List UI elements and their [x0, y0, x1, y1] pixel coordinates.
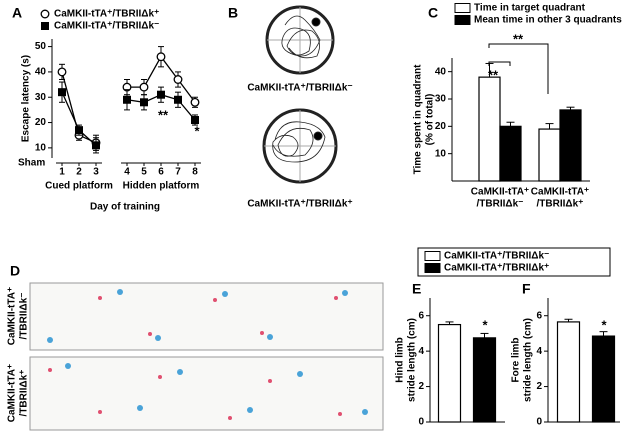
legend-label: Time in target quadrant: [474, 3, 586, 14]
footprint-label: CaMKII-tTA⁺: [7, 287, 18, 345]
y-tick-label: 30: [435, 94, 447, 105]
annotation: **: [513, 31, 524, 46]
marker: [58, 88, 66, 97]
annotation: *: [601, 317, 607, 332]
marker: [157, 90, 165, 99]
y-tick-label: 40: [435, 66, 447, 77]
legend-label: CaMKII-tTA⁺/TBRIIΔk⁺: [54, 9, 159, 20]
bar: [591, 335, 616, 423]
x-tick-label: CaMKII-tTA⁺: [471, 187, 529, 198]
panel-letter: D: [10, 263, 20, 279]
annotation: **: [488, 67, 499, 82]
bar: [499, 125, 522, 182]
marker: [174, 95, 182, 104]
y-axis-label: stride length (cm): [407, 318, 418, 402]
y-axis-label: (% of total): [425, 94, 436, 146]
maze-label: CaMKII-tTA⁺/TBRIIΔk⁻: [247, 83, 352, 94]
legend-label: Mean time in other 3 quadrants: [474, 15, 622, 26]
significance-bracket: [488, 43, 549, 94]
y-axis-label: Time spent in quadrant: [413, 64, 424, 174]
marker: [139, 82, 149, 92]
x-tick-label: /TBRIIΔk⁻: [477, 199, 524, 210]
x-tick-label: 5: [141, 167, 147, 178]
annotation: **: [158, 107, 169, 122]
x-axis-label: Day of training: [90, 202, 160, 213]
y-tick-label: 0: [536, 417, 542, 428]
y-tick-label: 6: [536, 310, 542, 321]
legend-marker: [40, 9, 50, 19]
panel-letter: A: [12, 5, 22, 21]
annotation: Sham: [18, 158, 45, 169]
y-tick-label: 10: [435, 148, 447, 159]
legend-swatch: [424, 251, 441, 261]
annotation: *: [194, 123, 200, 138]
legend-marker: [41, 22, 49, 30]
y-tick-label: 2: [536, 381, 542, 392]
maze-label: CaMKII-tTA⁺/TBRIIΔk⁺: [247, 199, 352, 210]
legend-box: [417, 247, 611, 277]
y-axis-label: Fore limb: [511, 337, 522, 382]
y-tick-label: 30: [35, 92, 47, 103]
marker: [156, 52, 166, 62]
y-tick-label: 4: [418, 346, 424, 357]
panel-letter: C: [428, 5, 438, 21]
x-tick-label: /TBRIIΔk⁺: [537, 199, 584, 210]
marker: [190, 97, 200, 107]
x-tick-label: 7: [175, 167, 181, 178]
y-axis-label: Hind limb: [395, 337, 406, 383]
annotation: *: [482, 317, 488, 332]
legend-swatch: [454, 15, 471, 25]
y-tick-label: 40: [35, 67, 47, 78]
bar: [538, 128, 561, 182]
bar: [437, 323, 462, 423]
marker: [191, 116, 199, 125]
panel-letter: E: [412, 281, 421, 297]
bar: [556, 321, 581, 423]
legend-swatch: [454, 3, 471, 13]
legend-label: CaMKII-tTA⁺/TBRIIΔk⁺: [444, 263, 549, 274]
y-tick-label: 6: [418, 310, 424, 321]
legend-label: CaMKII-tTA⁺/TBRIIΔk⁻: [54, 21, 159, 32]
marker: [92, 141, 100, 150]
marker: [57, 67, 67, 77]
x-tick-label: CaMKII-tTA⁺: [531, 187, 589, 198]
x-tick-label: 4: [124, 167, 130, 178]
footprint-label: CaMKII-tTA⁺: [7, 364, 18, 422]
y-tick-label: 50: [35, 41, 47, 52]
marker: [140, 98, 148, 107]
panel-letter: B: [228, 5, 238, 21]
y-tick-label: 20: [435, 121, 447, 132]
marker: [75, 126, 83, 135]
legend-swatch: [424, 263, 441, 273]
bar: [478, 76, 501, 182]
y-tick-label: 2: [418, 381, 424, 392]
footprint-label: /TBRIIΔk⁺: [19, 370, 30, 417]
x-tick-label: 2: [76, 167, 82, 178]
panel-letter: F: [522, 281, 531, 297]
x-tick-label: 6: [158, 167, 164, 178]
footprint-label: /TBRIIΔk⁻: [19, 293, 30, 340]
legend-label: CaMKII-tTA⁺/TBRIIΔk⁻: [444, 251, 549, 262]
footprint-image: [29, 282, 384, 431]
y-tick-label: 4: [536, 346, 542, 357]
y-axis-label: stride length (cm): [523, 318, 534, 402]
marker: [123, 95, 131, 104]
x-tick-label: 1: [59, 167, 65, 178]
bar: [559, 109, 582, 182]
y-tick-label: 10: [35, 143, 47, 154]
x-tick-label: 3: [93, 167, 99, 178]
bar: [472, 337, 497, 423]
group-label: Cued platform: [45, 181, 113, 192]
maze-image: [262, 5, 338, 184]
x-tick-label: 8: [192, 167, 198, 178]
y-tick-label: 0: [418, 417, 424, 428]
significance-bracket: [488, 61, 511, 66]
y-axis-label: Escape latency (s): [21, 55, 32, 142]
y-tick-label: 20: [35, 117, 47, 128]
group-label: Hidden platform: [123, 181, 200, 192]
marker: [173, 75, 183, 84]
